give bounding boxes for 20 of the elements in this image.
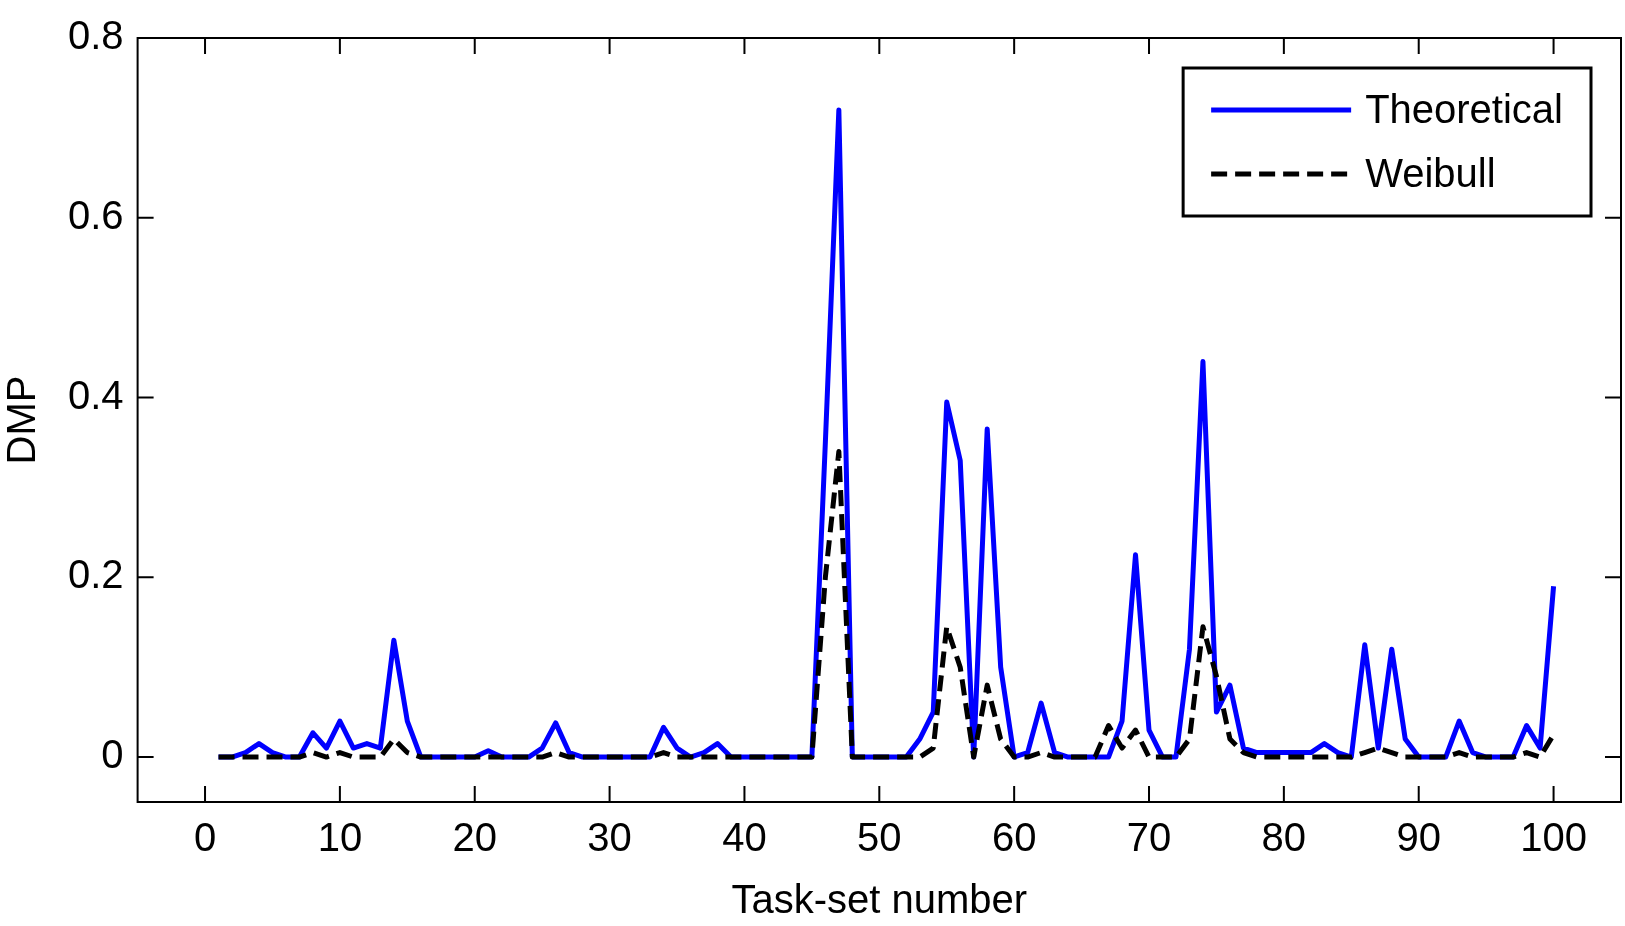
- x-tick-label: 40: [722, 815, 767, 860]
- x-tick-label: 70: [1126, 815, 1172, 860]
- y-tick-label: 0.2: [68, 552, 124, 597]
- x-tick-label: 10: [317, 815, 363, 860]
- x-tick-label: 20: [452, 815, 497, 860]
- legend-label: Weibull: [1365, 151, 1496, 196]
- y-tick-label: 0.4: [68, 372, 124, 417]
- x-tick-label: 50: [857, 815, 902, 860]
- y-tick-label: 0: [101, 732, 124, 777]
- y-axis-title: DMP: [0, 375, 44, 465]
- y-tick-label: 0.8: [68, 13, 124, 58]
- x-tick-label: 80: [1261, 815, 1307, 860]
- legend-label: Theoretical: [1365, 87, 1563, 132]
- x-tick-label: 100: [1520, 815, 1587, 860]
- x-tick-label: 90: [1396, 815, 1441, 860]
- x-tick-label: 60: [991, 815, 1037, 860]
- x-tick-label: 0: [193, 815, 217, 860]
- x-tick-label: 30: [587, 815, 632, 860]
- y-tick-label: 0.6: [68, 192, 124, 237]
- x-axis-title: Task-set number: [731, 877, 1028, 922]
